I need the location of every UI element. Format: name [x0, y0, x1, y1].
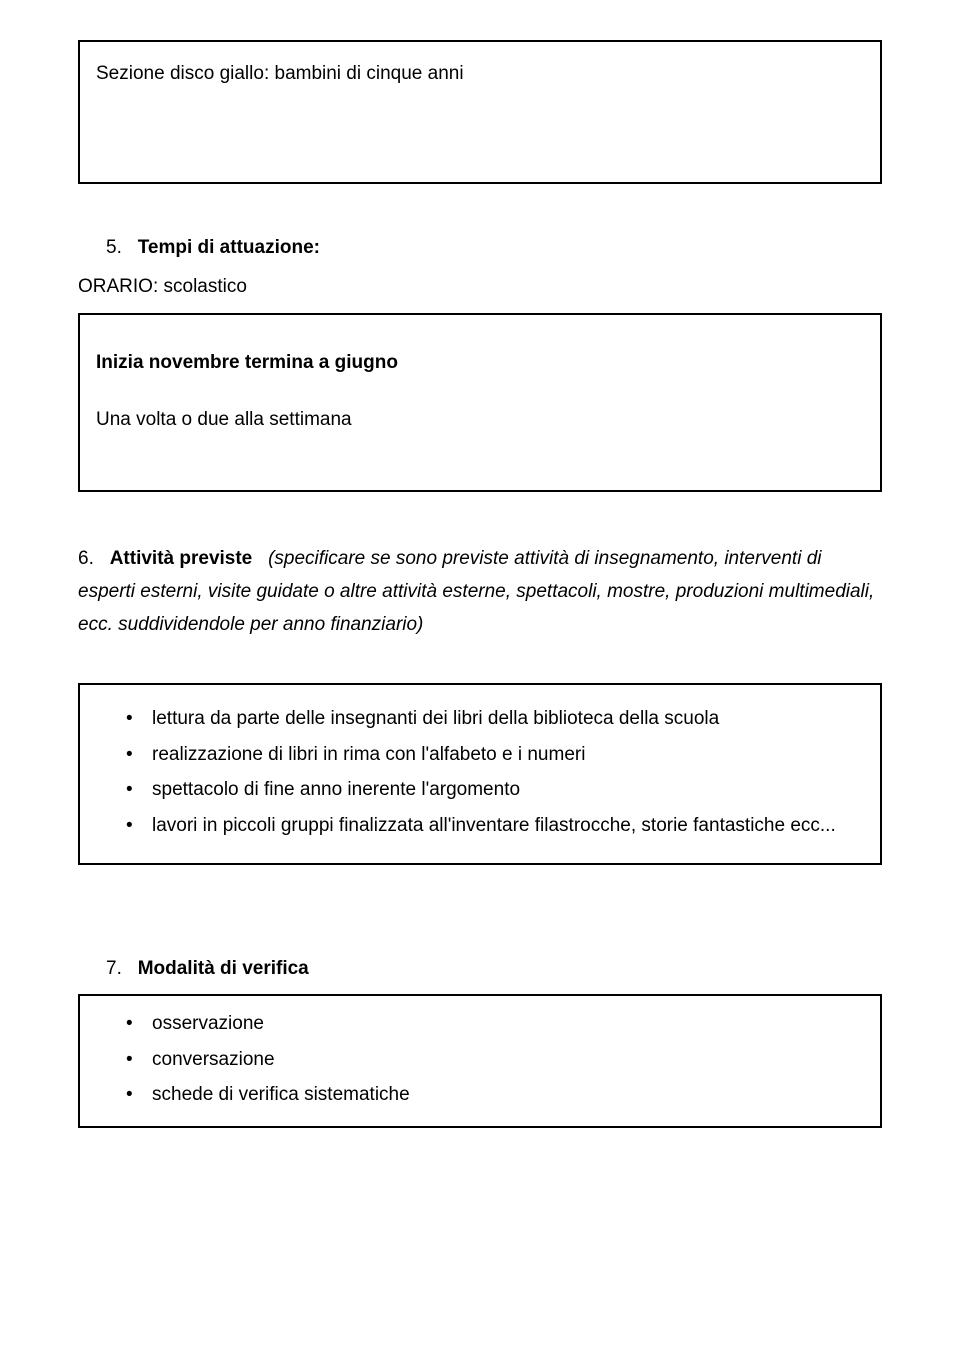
section7-list: osservazione conversazione schede di ver…	[96, 1008, 864, 1110]
section5-inizio: Inizia novembre termina a giugno	[96, 349, 864, 377]
section5-orario: ORARIO: scolastico	[78, 273, 882, 301]
section7-heading: 7. Modalità di verifica	[106, 955, 882, 983]
section6-list: lettura da parte delle insegnanti dei li…	[96, 703, 864, 840]
list-item: schede di verifica sistematiche	[96, 1079, 864, 1110]
section6-heading: 6. Attività previste (specificare se son…	[78, 542, 882, 642]
section7-title: Modalità di verifica	[138, 958, 309, 979]
section5-title: Tempi di attuazione:	[138, 237, 320, 258]
section5-number: 5.	[106, 237, 122, 258]
section7-box: osservazione conversazione schede di ver…	[78, 994, 882, 1128]
section5-box: Inizia novembre termina a giugno Una vol…	[78, 313, 882, 492]
section5-heading: 5. Tempi di attuazione:	[106, 234, 882, 262]
section-box-1: Sezione disco giallo: bambini di cinque …	[78, 40, 882, 184]
section5-frequenza: Una volta o due alla settimana	[96, 406, 864, 434]
list-item: realizzazione di libri in rima con l'alf…	[96, 739, 864, 770]
list-item: spettacolo di fine anno inerente l'argom…	[96, 774, 864, 805]
list-item: lettura da parte delle insegnanti dei li…	[96, 703, 864, 734]
section6-number: 6.	[78, 548, 94, 569]
list-item: osservazione	[96, 1008, 864, 1039]
list-item: lavori in piccoli gruppi finalizzata all…	[96, 810, 864, 841]
section-text: Sezione disco giallo: bambini di cinque …	[96, 60, 864, 88]
section6-box: lettura da parte delle insegnanti dei li…	[78, 683, 882, 864]
section7-number: 7.	[106, 958, 122, 979]
list-item: conversazione	[96, 1044, 864, 1075]
section6-title: Attività previste	[110, 548, 253, 569]
